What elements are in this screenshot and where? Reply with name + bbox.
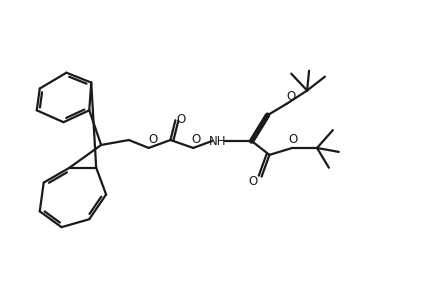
Text: O: O <box>289 133 298 145</box>
Text: NH: NH <box>209 135 227 147</box>
Text: O: O <box>191 133 201 145</box>
Text: O: O <box>286 90 296 103</box>
Text: O: O <box>248 175 257 188</box>
Text: O: O <box>177 113 186 126</box>
Text: O: O <box>148 133 157 145</box>
